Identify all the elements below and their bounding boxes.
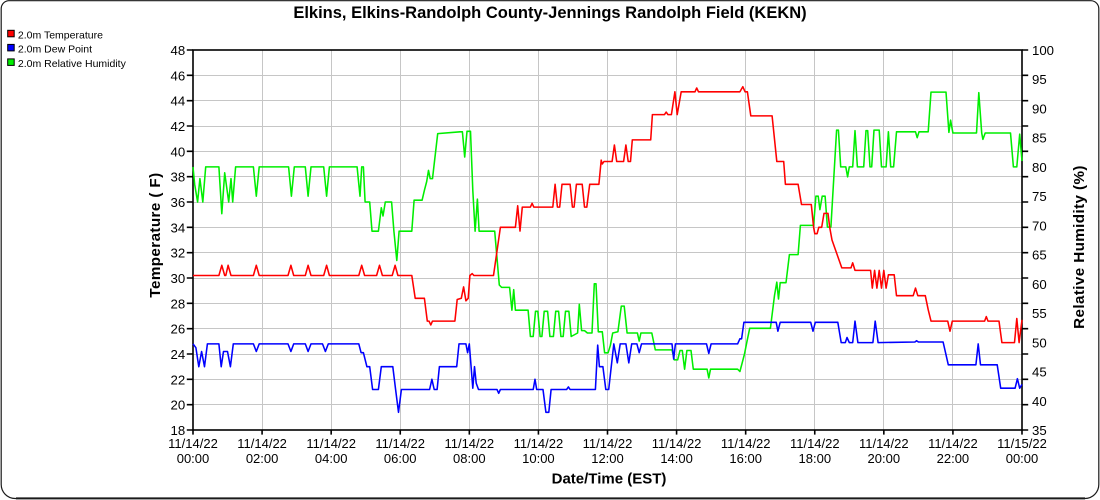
svg-text:20: 20 — [171, 398, 186, 413]
svg-text:45: 45 — [1032, 365, 1047, 380]
svg-text:10:00: 10:00 — [522, 451, 555, 466]
svg-text:48: 48 — [171, 43, 186, 58]
svg-text:Elkins, Elkins-Randolph County: Elkins, Elkins-Randolph County-Jennings … — [293, 4, 806, 22]
svg-text:42: 42 — [171, 119, 186, 134]
svg-text:95: 95 — [1032, 72, 1047, 87]
svg-text:44: 44 — [171, 94, 186, 109]
svg-text:32: 32 — [171, 246, 186, 261]
svg-text:11/14/22: 11/14/22 — [306, 436, 356, 451]
svg-text:38: 38 — [171, 170, 186, 185]
svg-text:36: 36 — [171, 195, 186, 210]
svg-text:02:00: 02:00 — [246, 451, 279, 466]
svg-text:55: 55 — [1032, 306, 1047, 321]
svg-text:11/14/22: 11/14/22 — [237, 436, 287, 451]
svg-text:46: 46 — [171, 68, 186, 83]
svg-text:40: 40 — [171, 144, 186, 159]
svg-text:18:00: 18:00 — [799, 451, 832, 466]
svg-text:40: 40 — [1032, 394, 1047, 409]
svg-text:70: 70 — [1032, 218, 1047, 233]
svg-text:30: 30 — [171, 271, 186, 286]
svg-text:11/15/22: 11/15/22 — [997, 436, 1047, 451]
svg-text:16:00: 16:00 — [729, 451, 762, 466]
svg-text:75: 75 — [1032, 189, 1047, 204]
svg-text:11/14/22: 11/14/22 — [168, 436, 218, 451]
svg-text:18: 18 — [171, 423, 186, 438]
svg-text:00:00: 00:00 — [1006, 451, 1039, 466]
svg-text:85: 85 — [1032, 131, 1047, 146]
svg-text:50: 50 — [1032, 335, 1047, 350]
svg-text:12:00: 12:00 — [591, 451, 624, 466]
svg-text:65: 65 — [1032, 248, 1047, 263]
svg-text:11/14/22: 11/14/22 — [652, 436, 702, 451]
svg-text:2.0m Temperature: 2.0m Temperature — [18, 29, 103, 41]
svg-text:22:00: 22:00 — [937, 451, 970, 466]
svg-text:Relative Humidity (%): Relative Humidity (%) — [1071, 165, 1088, 329]
svg-text:11/14/22: 11/14/22 — [790, 436, 840, 451]
svg-text:11/14/22: 11/14/22 — [514, 436, 564, 451]
svg-text:08:00: 08:00 — [453, 451, 486, 466]
svg-text:2.0m Relative Humidity: 2.0m Relative Humidity — [18, 58, 127, 70]
svg-text:11/14/22: 11/14/22 — [721, 436, 771, 451]
svg-text:Temperature ( F): Temperature ( F) — [147, 172, 164, 297]
svg-text:11/14/22: 11/14/22 — [444, 436, 494, 451]
svg-text:80: 80 — [1032, 160, 1047, 175]
svg-text:90: 90 — [1032, 102, 1047, 117]
svg-text:100: 100 — [1032, 43, 1054, 58]
svg-text:20:00: 20:00 — [868, 451, 901, 466]
svg-text:2.0m Dew Point: 2.0m Dew Point — [18, 43, 92, 55]
svg-text:14:00: 14:00 — [660, 451, 693, 466]
svg-text:06:00: 06:00 — [384, 451, 417, 466]
svg-text:11/14/22: 11/14/22 — [375, 436, 425, 451]
svg-text:26: 26 — [171, 322, 186, 337]
svg-text:11/14/22: 11/14/22 — [583, 436, 633, 451]
svg-text:60: 60 — [1032, 277, 1047, 292]
svg-text:22: 22 — [171, 372, 186, 387]
svg-text:11/14/22: 11/14/22 — [859, 436, 909, 451]
svg-text:00:00: 00:00 — [177, 451, 210, 466]
svg-text:24: 24 — [171, 347, 186, 362]
svg-text:34: 34 — [171, 220, 186, 235]
svg-text:11/14/22: 11/14/22 — [928, 436, 978, 451]
svg-text:04:00: 04:00 — [315, 451, 348, 466]
svg-text:Date/Time (EST): Date/Time (EST) — [552, 471, 667, 488]
svg-text:28: 28 — [171, 296, 186, 311]
svg-text:35: 35 — [1032, 423, 1047, 438]
